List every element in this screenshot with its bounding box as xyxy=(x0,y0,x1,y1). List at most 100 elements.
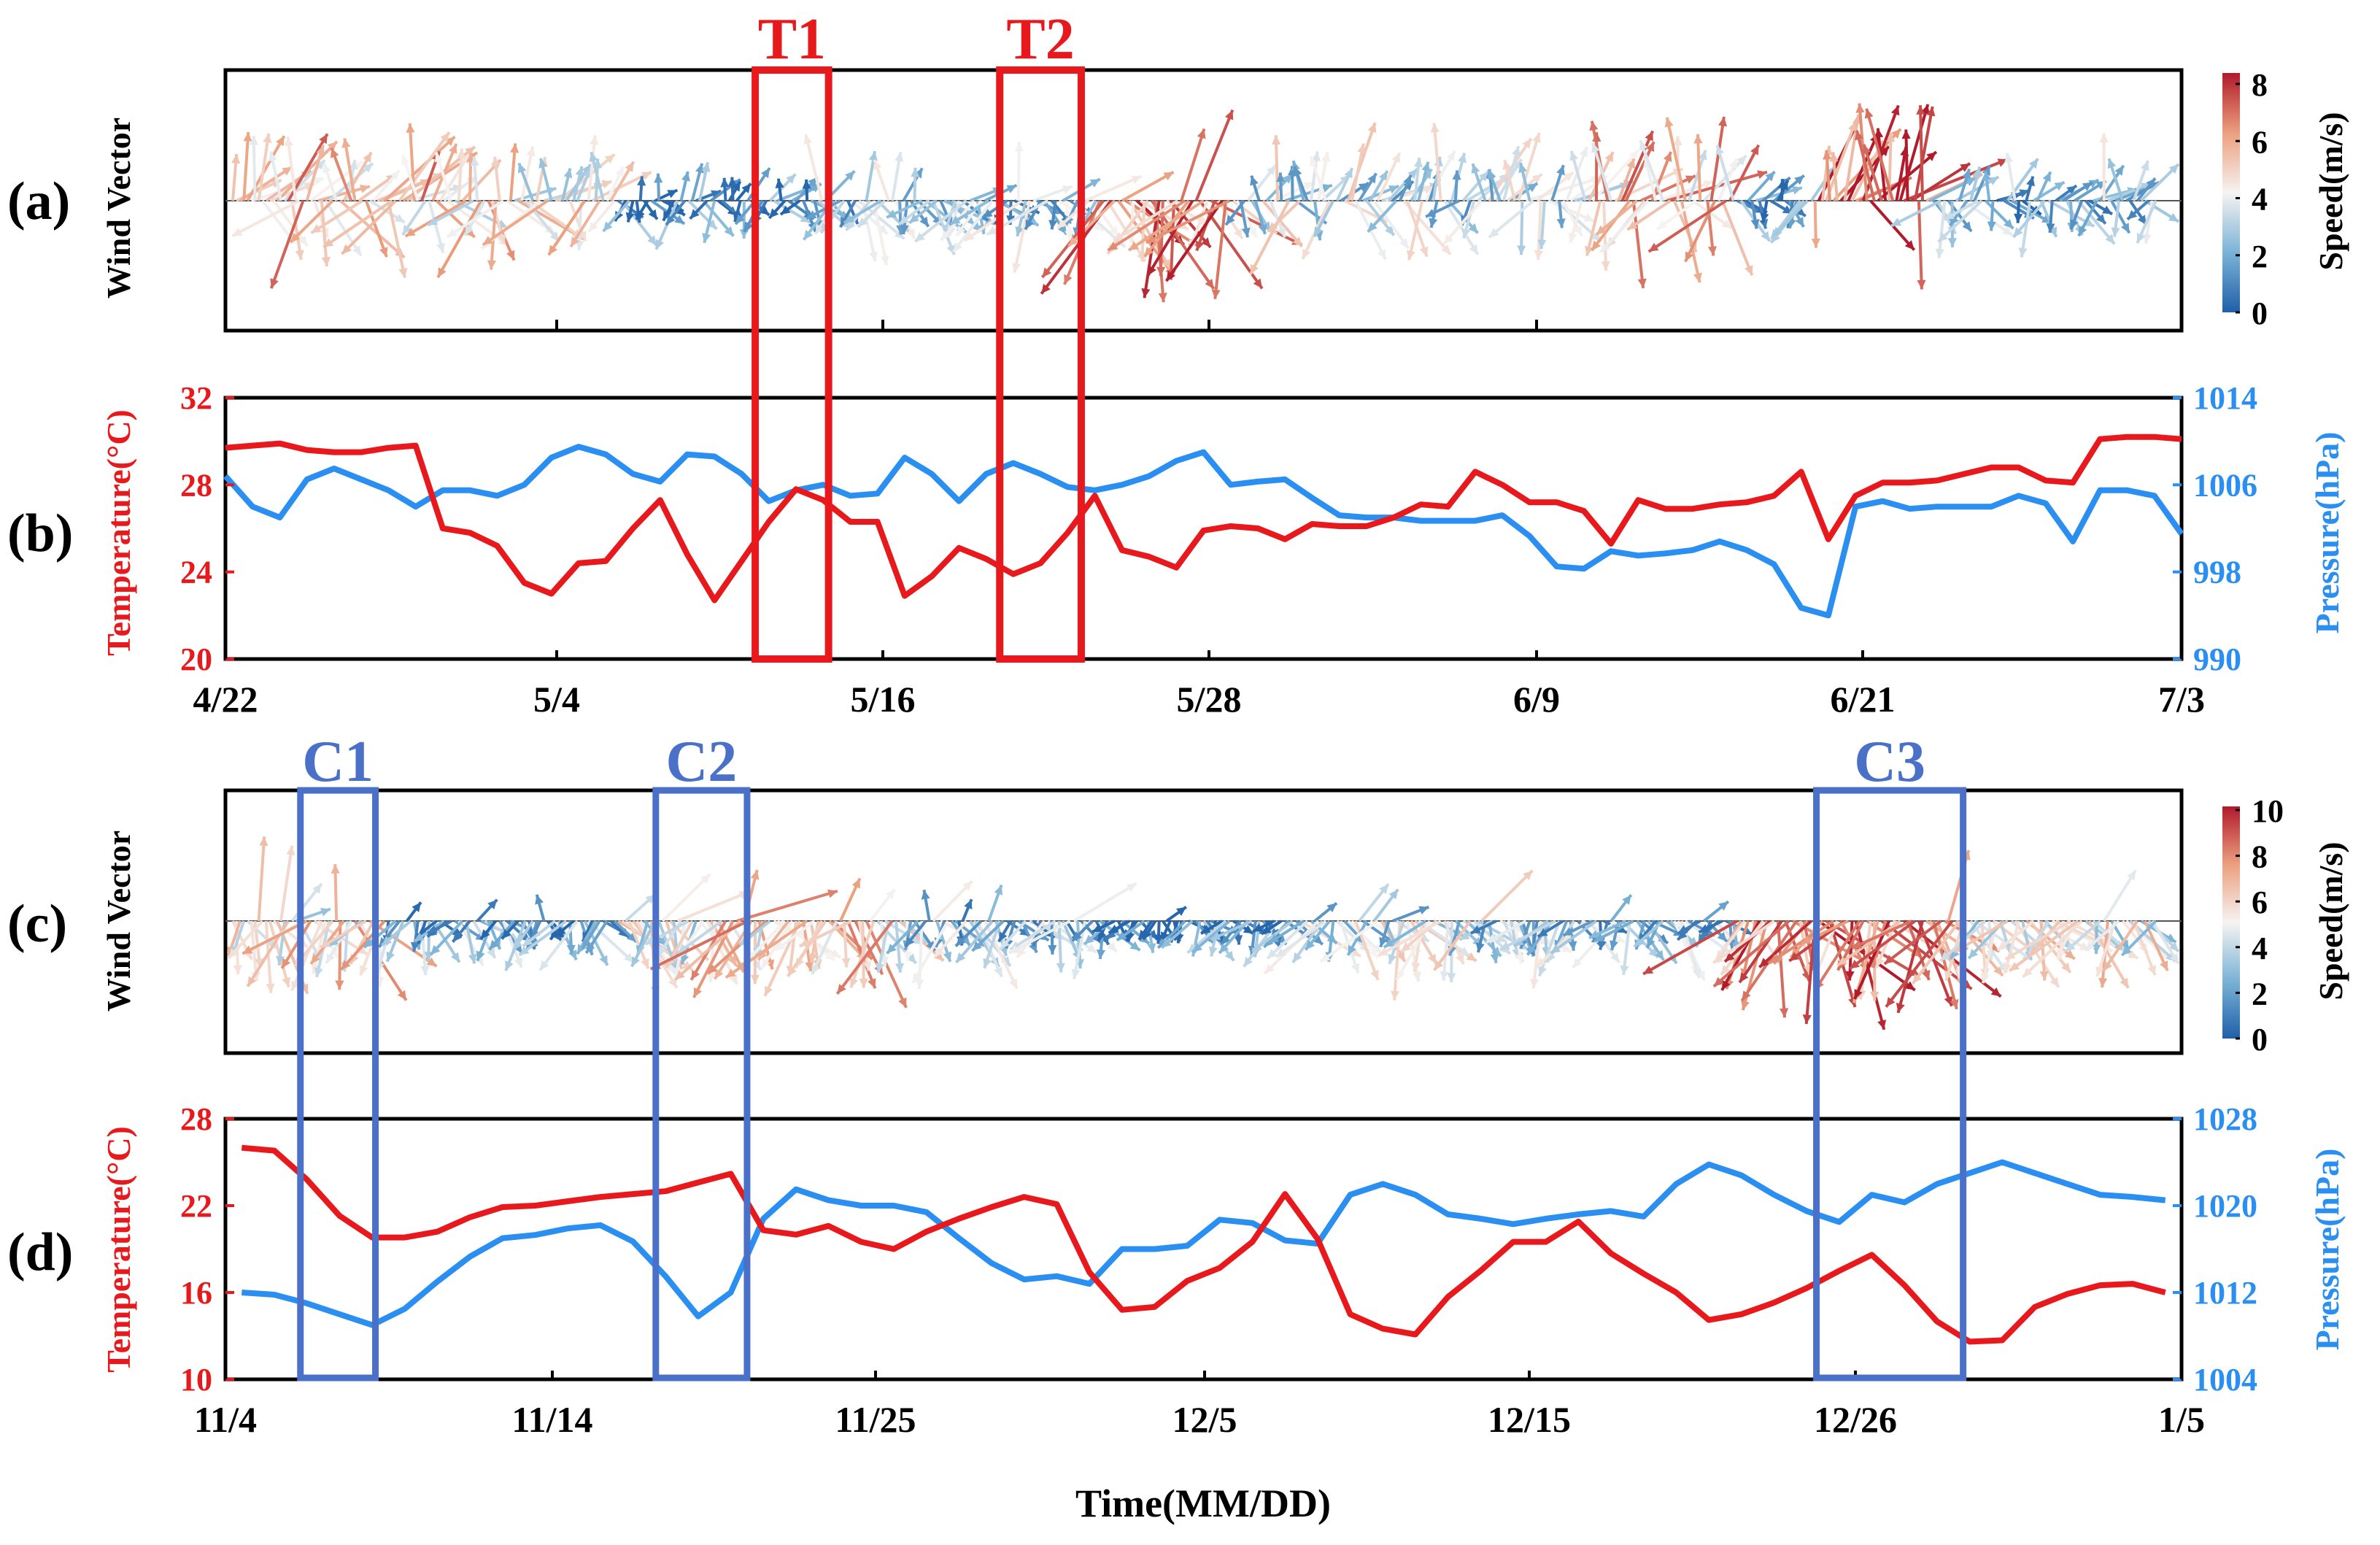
wind-arrow-head xyxy=(1148,265,1156,276)
panel-d-right-ticks: 1004 1012 1020 1028 xyxy=(2173,1101,2257,1398)
wind-arrow xyxy=(587,135,597,201)
wind-arrow-head xyxy=(1369,947,1378,958)
wind-arrow-head xyxy=(2095,214,2106,224)
wind-arrow-head xyxy=(583,168,592,179)
panel-b-frame xyxy=(223,396,2184,661)
wind-arrow-head xyxy=(956,952,966,963)
wind-arrow xyxy=(264,920,273,993)
wind-arrow-head xyxy=(1303,182,1314,190)
wind-arrow-head xyxy=(1534,250,1543,260)
wind-arrow-head xyxy=(586,943,595,953)
wind-arrow-head xyxy=(555,926,566,936)
wind-arrow-head xyxy=(895,963,905,973)
wind-arrow-head xyxy=(1761,231,1770,242)
wind-arrow-head xyxy=(1794,175,1804,185)
wind-arrow-head xyxy=(1742,990,1751,1001)
wind-arrow xyxy=(849,920,876,989)
wind-arrow-head xyxy=(440,132,449,143)
wind-arrow-head xyxy=(2146,178,2155,188)
colorbar-tick-label: 8 xyxy=(2252,67,2268,103)
wind-arrow-head xyxy=(2046,223,2055,233)
wind-arrow xyxy=(257,133,271,201)
wind-arrow-head xyxy=(1106,930,1116,940)
x-tick-label: 5/16 xyxy=(851,679,916,720)
colorbar-a-ticks: 0 2 4 6 8 xyxy=(2236,67,2268,331)
wind-arrow xyxy=(1480,869,1534,922)
wind-arrow xyxy=(1639,139,1665,201)
wind-arrow xyxy=(1906,920,1931,981)
wind-arrow-head xyxy=(1944,211,1955,220)
wind-arrow xyxy=(1620,130,1655,201)
wind-arrow-head xyxy=(2136,233,2145,244)
wind-arrow xyxy=(932,879,973,922)
wind-arrow xyxy=(763,920,801,997)
wind-arrow-head xyxy=(1601,261,1610,271)
wind-arrow-head xyxy=(1990,987,2001,997)
panel-a-ticks xyxy=(555,320,1538,331)
panel-d: 10 16 22 28 1004 1012 1020 1028 11/4 11/14 11/25… xyxy=(7,1101,2346,1525)
wind-arrow-head xyxy=(1538,966,1547,976)
wind-arrow-head xyxy=(1108,242,1118,250)
event-label: C2 xyxy=(665,730,737,794)
wind-arrow-head xyxy=(1378,947,1389,956)
wind-arrow-head xyxy=(398,267,408,278)
wind-arrow-head xyxy=(689,209,700,219)
wind-arrow xyxy=(1712,920,1775,965)
wind-arrow xyxy=(1084,174,1143,202)
wind-arrow-head xyxy=(1320,952,1331,962)
wind-arrow xyxy=(676,890,750,922)
wind-arrow xyxy=(1740,920,1798,1002)
wind-arrow-head xyxy=(843,214,854,223)
wind-arrow xyxy=(1499,920,1557,952)
wind-arrow-head xyxy=(1358,182,1369,192)
wind-arrow-head xyxy=(1556,165,1565,176)
wind-arrow xyxy=(725,920,808,979)
wind-arrow-head xyxy=(619,928,630,938)
wind-arrow-head xyxy=(382,936,392,946)
wind-arrow-head xyxy=(1411,962,1421,972)
wind-arrow-head xyxy=(1499,941,1510,950)
wind-arrow-head xyxy=(1158,293,1167,303)
wind-arrow-head xyxy=(1811,238,1820,248)
wind-arrow-head xyxy=(1143,929,1152,940)
wind-arrow xyxy=(1919,105,1924,201)
wind-arrow-head xyxy=(282,976,291,987)
wind-arrow-head xyxy=(824,951,835,960)
wind-arrow-head xyxy=(729,974,738,985)
wind-arrow-head xyxy=(1982,166,1990,177)
wind-arrow-head xyxy=(673,967,682,978)
wind-arrow-head xyxy=(2028,158,2039,169)
wind-arrow xyxy=(1865,108,1895,201)
wind-arrow-head xyxy=(994,885,1003,895)
wind-arrow xyxy=(1883,920,1942,966)
wind-arrow-head xyxy=(2026,176,2035,187)
right-tick-label: 1006 xyxy=(2193,467,2257,503)
wind-arrow-head xyxy=(2168,212,2179,222)
wind-arrow-head xyxy=(341,960,351,970)
wind-arrow-head xyxy=(1610,940,1618,950)
wind-arrow xyxy=(1855,130,1876,201)
wind-arrow-head xyxy=(886,944,897,954)
wind-arrow-head xyxy=(1163,172,1174,181)
wind-arrow-head xyxy=(1657,220,1667,230)
wind-arrow-head xyxy=(625,212,635,223)
wind-arrow-head xyxy=(1940,952,1950,961)
wind-arrow-head xyxy=(1854,989,1863,1000)
wind-arrow-head xyxy=(497,234,506,244)
wind-arrow-head xyxy=(1469,244,1478,255)
wind-arrow xyxy=(231,199,301,238)
wind-arrow xyxy=(1047,920,1098,954)
wind-arrow-head xyxy=(1014,142,1024,152)
wind-arrow-head xyxy=(905,936,915,947)
colorbar-tick-label: 10 xyxy=(2252,793,2284,829)
wind-arrow xyxy=(1851,920,1912,950)
wind-arrow-head xyxy=(760,168,770,179)
colorbar-tick-label: 6 xyxy=(2252,124,2268,160)
wind-arrow-head xyxy=(869,251,878,262)
wind-arrow-head xyxy=(568,949,577,960)
wind-arrow-head xyxy=(663,210,672,221)
wind-arrow-head xyxy=(1370,969,1379,980)
wind-arrow xyxy=(1164,199,1224,282)
wind-arrow xyxy=(387,200,406,278)
wind-arrow xyxy=(1647,199,1727,253)
